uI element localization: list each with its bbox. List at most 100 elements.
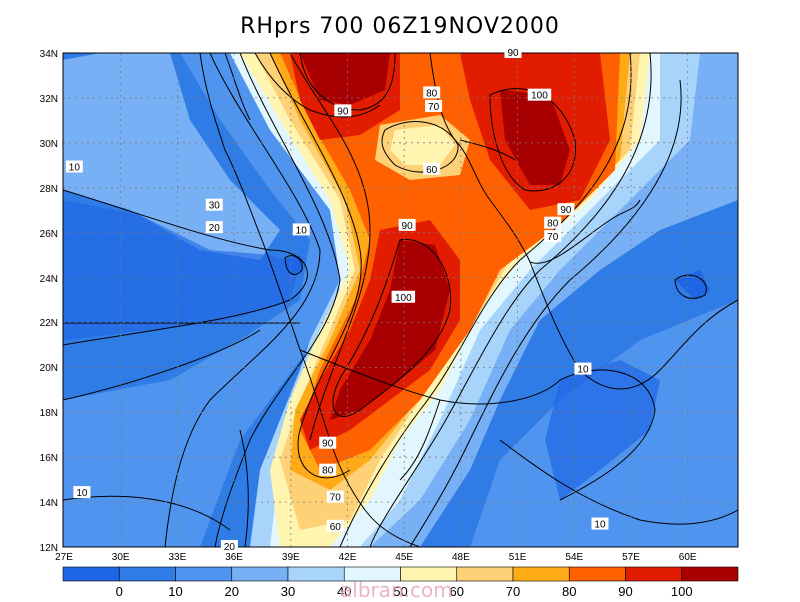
contour-label-text: 60 bbox=[330, 522, 342, 533]
colorbar-swatch bbox=[118, 566, 176, 582]
colorbar-swatch bbox=[287, 566, 345, 582]
lat-label: 20N bbox=[40, 363, 58, 374]
contour-label: 100 bbox=[391, 290, 416, 304]
lat-label: 18N bbox=[40, 408, 58, 419]
contour-label: 80 bbox=[319, 463, 337, 477]
contour-label: 90 bbox=[398, 218, 416, 232]
contour-label-box bbox=[205, 198, 223, 211]
colorbar-swatch bbox=[62, 566, 120, 582]
contour-label: 90 bbox=[319, 436, 337, 450]
colorbar-level-label: 100 bbox=[671, 584, 693, 599]
contour-label: 60 bbox=[423, 162, 441, 176]
watermark: albran.com bbox=[340, 578, 453, 602]
colorbar-level-label: 80 bbox=[562, 584, 576, 599]
contour-label-box bbox=[391, 290, 416, 303]
contour-label-text: 10 bbox=[76, 488, 88, 499]
contour-label: 10 bbox=[574, 362, 592, 376]
colorbar-swatch bbox=[175, 566, 233, 582]
colorbar-swatch bbox=[456, 566, 514, 582]
colorbar-level-label: 20 bbox=[225, 584, 239, 599]
contour-label-text: 90 bbox=[507, 48, 519, 59]
contour-label-box bbox=[557, 203, 575, 216]
contour-label-box bbox=[574, 362, 592, 375]
colorbar-level-label: 50 bbox=[393, 584, 407, 599]
contour-label-text: 70 bbox=[547, 232, 559, 243]
colorbar-swatch bbox=[625, 566, 683, 582]
chart-title: RHprs 700 06Z19NOV2000 bbox=[240, 14, 560, 39]
contour-label-text: 10 bbox=[577, 365, 589, 376]
lon-label: 60E bbox=[679, 552, 697, 563]
contour-label-box bbox=[423, 86, 441, 99]
contour-label-text: 90 bbox=[560, 205, 572, 216]
colorbar-swatch bbox=[681, 566, 739, 582]
contour-label-box bbox=[425, 99, 443, 112]
lat-label: 30N bbox=[40, 139, 58, 150]
lat-label: 24N bbox=[40, 274, 58, 285]
contour-label-box bbox=[398, 218, 416, 231]
contour-label-box bbox=[205, 221, 223, 234]
contour-label-text: 70 bbox=[330, 493, 342, 504]
lon-label: 45E bbox=[395, 552, 413, 563]
lat-label: 12N bbox=[40, 543, 58, 554]
contour-label: 80 bbox=[423, 86, 441, 99]
lon-label: 27E bbox=[55, 552, 73, 563]
lon-label: 57E bbox=[622, 552, 640, 563]
lat-label: 26N bbox=[40, 229, 58, 240]
contour-label: 10 bbox=[292, 223, 310, 236]
contour-label-box bbox=[591, 517, 609, 530]
contour-label-text: 90 bbox=[402, 221, 414, 232]
contour-label: 20 bbox=[205, 221, 223, 234]
colorbar-level-label: 10 bbox=[168, 584, 182, 599]
coastlines bbox=[63, 53, 738, 547]
contour-label-text: 90 bbox=[322, 439, 334, 450]
lon-label: 33E bbox=[169, 552, 187, 563]
lat-label: 34N bbox=[40, 49, 58, 60]
colorbar-swatch bbox=[231, 566, 289, 582]
contour-label: 90 bbox=[557, 203, 575, 216]
contour-label-text: 80 bbox=[547, 219, 559, 230]
contour-label-text: 20 bbox=[224, 542, 236, 553]
contour-label: 60 bbox=[326, 519, 344, 533]
lon-label: 39E bbox=[282, 552, 300, 563]
colorbar-swatch bbox=[568, 566, 626, 582]
contour-label-box bbox=[423, 162, 441, 175]
contour-label-text: 10 bbox=[594, 520, 606, 531]
contour-label: 70 bbox=[425, 99, 443, 113]
contour-label-box bbox=[527, 88, 552, 101]
contour-label-text: 80 bbox=[322, 466, 334, 477]
contour-label: 90 bbox=[504, 46, 522, 59]
contour-label-text: 100 bbox=[531, 91, 548, 102]
lon-label: 48E bbox=[452, 552, 470, 563]
lat-label: 28N bbox=[40, 184, 58, 195]
contour-label-box bbox=[326, 490, 344, 503]
colorbar-swatch bbox=[512, 566, 570, 582]
lat-label: 16N bbox=[40, 453, 58, 464]
contour-label: 10 bbox=[65, 160, 83, 174]
lat-label: 14N bbox=[40, 498, 58, 509]
contour-label: 80 bbox=[544, 216, 562, 230]
lon-label: 36E bbox=[225, 552, 243, 563]
contour-label-text: 10 bbox=[69, 163, 81, 174]
contour-label: 90 bbox=[334, 104, 352, 117]
contour-label: 70 bbox=[544, 230, 562, 243]
contour-fill-layer bbox=[63, 53, 738, 547]
contour-label-box bbox=[544, 230, 562, 243]
contour-label: 10 bbox=[591, 517, 609, 531]
colorbar-level-label: 70 bbox=[506, 584, 520, 599]
colorbar: 0 10 20 30 40 50 60 70 80 90 100 bbox=[62, 566, 739, 599]
contour-label-box bbox=[65, 160, 83, 173]
colorbar-level-label: 90 bbox=[618, 584, 632, 599]
lon-label: 54E bbox=[565, 552, 583, 563]
contour-label-box bbox=[544, 216, 562, 229]
colorbar-level-label: 60 bbox=[450, 584, 464, 599]
contour-label-text: 30 bbox=[209, 201, 221, 212]
plot-frame bbox=[62, 52, 739, 548]
contour-label-box bbox=[292, 223, 310, 236]
contour-label-text: 60 bbox=[426, 165, 438, 176]
contour-label-box bbox=[326, 519, 344, 532]
contour-label: 100 bbox=[527, 88, 552, 102]
contour-label-box bbox=[73, 486, 91, 499]
contour-label-box bbox=[334, 104, 352, 117]
